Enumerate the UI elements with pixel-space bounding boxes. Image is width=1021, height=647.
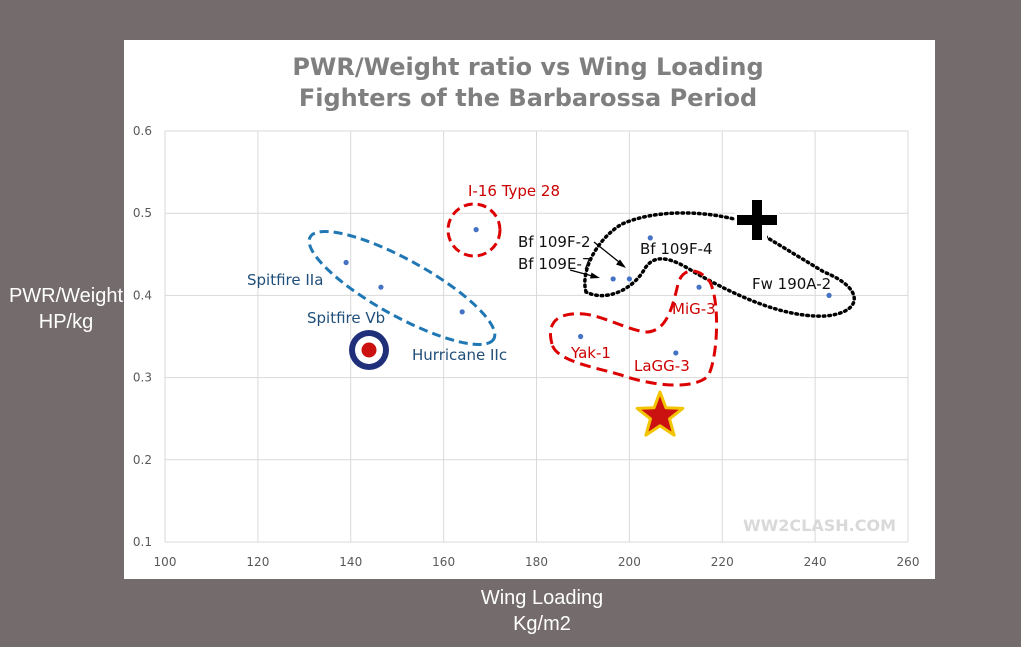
label-spitfire-iia: Spitfire IIa (247, 271, 323, 289)
british-group-outline (307, 230, 497, 346)
tick-labels: 0.1 0.2 0.3 0.4 0.5 0.6 100 120 140 160 180 200 220 2… (133, 124, 920, 569)
data-point (647, 235, 653, 241)
y-axis-title: PWR/Weight HP/kg (4, 283, 128, 335)
y-tick-label: 0.2 (133, 453, 152, 467)
data-point (626, 276, 632, 282)
data-point (473, 227, 479, 233)
data-point (826, 292, 832, 298)
x-tick-label: 260 (897, 555, 920, 569)
label-bf109e7: Bf 109E-7 (518, 255, 591, 273)
balkenkreuz-icon (735, 198, 779, 242)
arrow-bf109e7-head (590, 272, 600, 279)
data-point (610, 276, 616, 282)
grid (164, 130, 909, 543)
arrow-bf109f2-head (616, 259, 626, 268)
y-tick-label: 0.6 (133, 124, 152, 138)
data-points (343, 227, 832, 356)
y-axis-label-line2: HP/kg (38, 311, 94, 333)
chart-subtitle: Fighters of the Barbarossa Period (299, 84, 757, 112)
label-hurricane-iic: Hurricane IIc (412, 346, 507, 364)
label-bf109f2: Bf 109F-2 (518, 233, 591, 251)
y-tick-label: 0.1 (133, 535, 152, 549)
x-tick-label: 100 (154, 555, 177, 569)
label-spitfire-vb: Spitfire Vb (307, 309, 385, 327)
label-lagg3: LaGG-3 (634, 357, 690, 375)
label-bf109f4: Bf 109F-4 (640, 240, 713, 258)
x-tick-label: 220 (711, 555, 734, 569)
data-point (673, 350, 679, 356)
data-point (696, 284, 702, 290)
watermark: WW2CLASH.COM (743, 516, 896, 535)
label-i16-type-28: I-16 Type 28 (468, 182, 560, 200)
x-tick-label: 120 (246, 555, 269, 569)
raf-roundel-icon (349, 330, 389, 370)
x-tick-label: 200 (618, 555, 641, 569)
label-mig3: MiG-3 (672, 300, 716, 318)
i16-group-outline (446, 202, 502, 258)
soviet-group-outline (549, 269, 718, 387)
x-axis-label-line1: Wing Loading (480, 587, 604, 609)
y-tick-label: 0.4 (133, 288, 152, 302)
label-fw190a2: Fw 190A-2 (752, 275, 831, 293)
data-point (578, 333, 584, 340)
data-point (459, 309, 465, 315)
y-tick-label: 0.3 (133, 371, 152, 385)
chart-title: PWR/Weight ratio vs Wing Loading (292, 53, 763, 81)
x-tick-label: 160 (432, 555, 455, 569)
data-point (378, 284, 384, 290)
y-axis-label-line1: PWR/Weight (8, 285, 124, 307)
x-tick-label: 240 (804, 555, 827, 569)
chart-panel: PWR/Weight ratio vs Wing Loading Fighter… (124, 40, 935, 579)
y-tick-label: 0.5 (133, 206, 152, 220)
x-tick-label: 180 (525, 555, 548, 569)
data-point (343, 259, 349, 266)
german-group-outline (583, 211, 856, 318)
soviet-star-icon (635, 390, 685, 437)
x-axis-title: Wing Loading Kg/m2 (442, 585, 642, 637)
x-axis-label-line2: Kg/m2 (513, 613, 571, 635)
scatter-chart: PWR/Weight ratio vs Wing Loading Fighter… (133, 53, 920, 569)
x-tick-label: 140 (339, 555, 362, 569)
label-yak1: Yak-1 (570, 344, 611, 362)
